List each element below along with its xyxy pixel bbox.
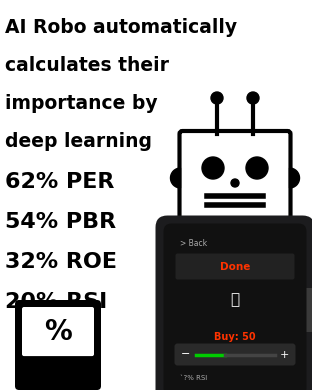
Text: +: + [280, 349, 289, 360]
FancyBboxPatch shape [174, 344, 295, 365]
Wedge shape [290, 168, 300, 188]
Text: 54% PBR: 54% PBR [5, 212, 116, 232]
FancyBboxPatch shape [175, 254, 295, 280]
Text: > Back: > Back [179, 239, 207, 248]
FancyBboxPatch shape [44, 358, 62, 370]
Circle shape [231, 179, 239, 187]
Text: calculates their: calculates their [5, 56, 169, 75]
Circle shape [246, 157, 268, 179]
Text: Buy: 50: Buy: 50 [214, 332, 256, 342]
FancyBboxPatch shape [155, 216, 312, 390]
FancyBboxPatch shape [24, 372, 42, 383]
FancyBboxPatch shape [44, 372, 62, 383]
Text: 32% ROE: 32% ROE [5, 252, 117, 272]
Text: deep learning: deep learning [5, 132, 152, 151]
Text: 20% RSI: 20% RSI [5, 292, 107, 312]
Circle shape [247, 92, 259, 104]
Text: −: − [181, 349, 190, 360]
Text: 🤖: 🤖 [231, 292, 240, 307]
Text: Done: Done [220, 262, 250, 271]
FancyBboxPatch shape [24, 358, 42, 370]
FancyBboxPatch shape [301, 288, 312, 332]
FancyBboxPatch shape [64, 358, 82, 370]
Text: `?% RSI: `?% RSI [179, 374, 207, 381]
Circle shape [211, 92, 223, 104]
Text: 62% PER: 62% PER [5, 172, 115, 192]
FancyBboxPatch shape [15, 300, 101, 390]
FancyBboxPatch shape [179, 131, 290, 225]
Text: AI Robo automatically: AI Robo automatically [5, 18, 237, 37]
FancyBboxPatch shape [163, 223, 306, 390]
Wedge shape [170, 168, 181, 188]
FancyBboxPatch shape [22, 307, 94, 356]
Circle shape [202, 157, 224, 179]
FancyBboxPatch shape [64, 372, 82, 383]
Text: importance by: importance by [5, 94, 158, 113]
Text: %: % [44, 317, 72, 346]
